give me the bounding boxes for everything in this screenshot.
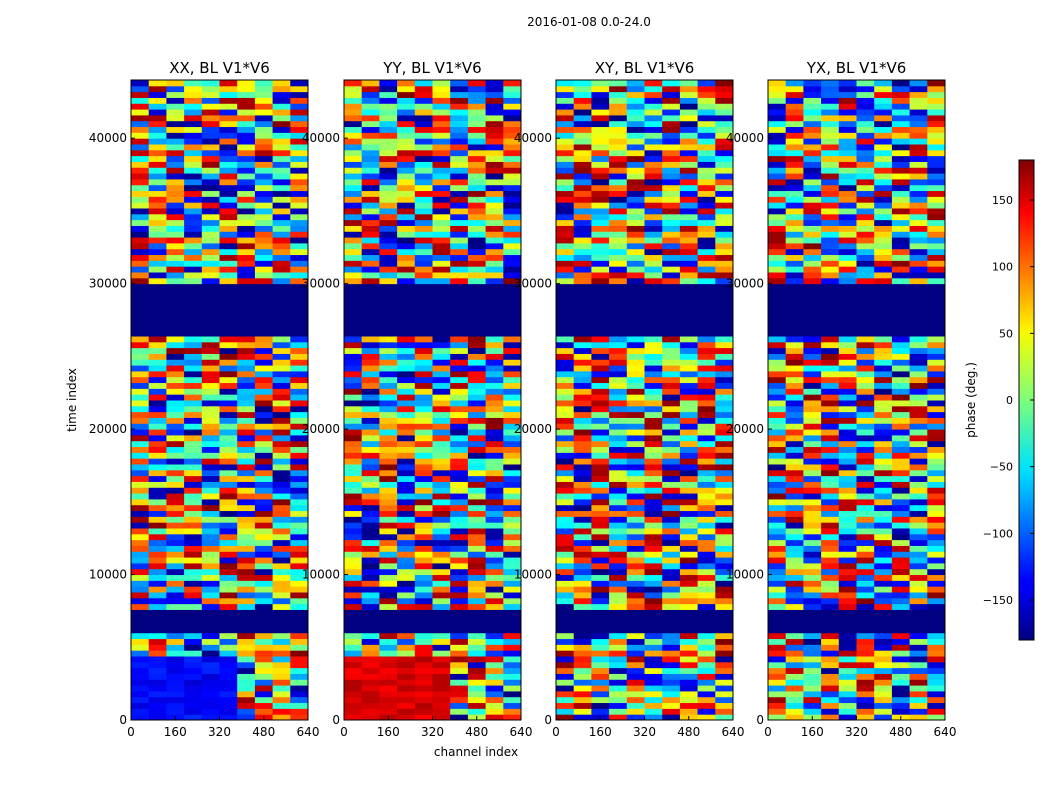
x-tick-label: 160 bbox=[801, 725, 824, 739]
panels: XX, BL V1*V6 0 160 320 480 640 0 10000 20000 3000… bbox=[89, 59, 957, 739]
x-tick-label: 480 bbox=[252, 725, 275, 739]
x-tick-label: 320 bbox=[633, 725, 656, 739]
x-tick-label: 160 bbox=[589, 725, 612, 739]
colorbar-tick-label: −150 bbox=[983, 594, 1013, 607]
y-tick-label: 20000 bbox=[89, 422, 127, 436]
y-tick-label: 30000 bbox=[514, 277, 552, 291]
x-tick-label: 320 bbox=[845, 725, 868, 739]
x-tick-label: 640 bbox=[510, 725, 533, 739]
panel-3: XY, BL V1*V6 0 160 320 480 640 0 10000 20000 3000… bbox=[514, 59, 745, 739]
x-tick-label: 480 bbox=[677, 725, 700, 739]
figure-title: 2016-01-08 0.0-24.0 bbox=[527, 15, 651, 29]
y-tick-label: 10000 bbox=[726, 568, 764, 582]
x-tick-label: 0 bbox=[127, 725, 135, 739]
y-tick-label: 10000 bbox=[302, 568, 340, 582]
colorbar-tick-label: −50 bbox=[990, 461, 1013, 474]
y-tick-label: 10000 bbox=[514, 568, 552, 582]
y-tick-label: 30000 bbox=[89, 277, 127, 291]
x-tick-label: 160 bbox=[377, 725, 400, 739]
x-tick-label: 160 bbox=[164, 725, 187, 739]
y-axis-label: time index bbox=[65, 368, 79, 432]
y-tick-label: 20000 bbox=[514, 422, 552, 436]
x-tick-label: 640 bbox=[722, 725, 745, 739]
x-tick-label: 320 bbox=[208, 725, 231, 739]
panel-title: YY, BL V1*V6 bbox=[382, 59, 481, 77]
x-tick-label: 0 bbox=[340, 725, 348, 739]
x-tick-label: 640 bbox=[934, 725, 957, 739]
x-tick-label: 0 bbox=[552, 725, 560, 739]
colorbar-tick-label: 0 bbox=[1006, 394, 1013, 407]
y-tick-label: 0 bbox=[544, 713, 552, 727]
y-tick-label: 20000 bbox=[302, 422, 340, 436]
panel-title: XX, BL V1*V6 bbox=[169, 59, 270, 77]
x-tick-label: 480 bbox=[889, 725, 912, 739]
panel-1: XX, BL V1*V6 0 160 320 480 640 0 10000 20000 3000… bbox=[89, 59, 320, 739]
y-tick-label: 0 bbox=[119, 713, 127, 727]
y-tick-label: 40000 bbox=[514, 131, 552, 145]
x-tick-label: 320 bbox=[421, 725, 444, 739]
colorbar-tick-label: −100 bbox=[983, 527, 1013, 540]
colorbar-tick-label: 100 bbox=[992, 261, 1013, 274]
y-tick-label: 0 bbox=[756, 713, 764, 727]
y-tick-label: 10000 bbox=[89, 568, 127, 582]
y-tick-label: 30000 bbox=[302, 277, 340, 291]
y-tick-label: 30000 bbox=[726, 277, 764, 291]
x-tick-label: 640 bbox=[297, 725, 320, 739]
x-axis-label: channel index bbox=[434, 745, 518, 759]
y-tick-label: 40000 bbox=[726, 131, 764, 145]
colorbar-tick-label: 50 bbox=[999, 327, 1013, 340]
panel-title: YX, BL V1*V6 bbox=[806, 59, 907, 77]
panel-4: YX, BL V1*V6 0 160 320 480 640 0 10000 20000 3000… bbox=[726, 59, 957, 739]
panel-2: YY, BL V1*V6 0 160 320 480 640 0 10000 20000 3000… bbox=[302, 59, 533, 739]
x-tick-label: 480 bbox=[465, 725, 488, 739]
colorbar-label: phase (deg.) bbox=[964, 362, 978, 438]
colorbar: −150 −100 −50 0 50 100 150 bbox=[983, 159, 1035, 641]
y-tick-label: 0 bbox=[332, 713, 340, 727]
y-tick-label: 40000 bbox=[302, 131, 340, 145]
y-tick-label: 20000 bbox=[726, 422, 764, 436]
y-tick-label: 40000 bbox=[89, 131, 127, 145]
colorbar-tick-label: 150 bbox=[992, 194, 1013, 207]
x-tick-label: 0 bbox=[764, 725, 772, 739]
panel-title: XY, BL V1*V6 bbox=[595, 59, 695, 77]
